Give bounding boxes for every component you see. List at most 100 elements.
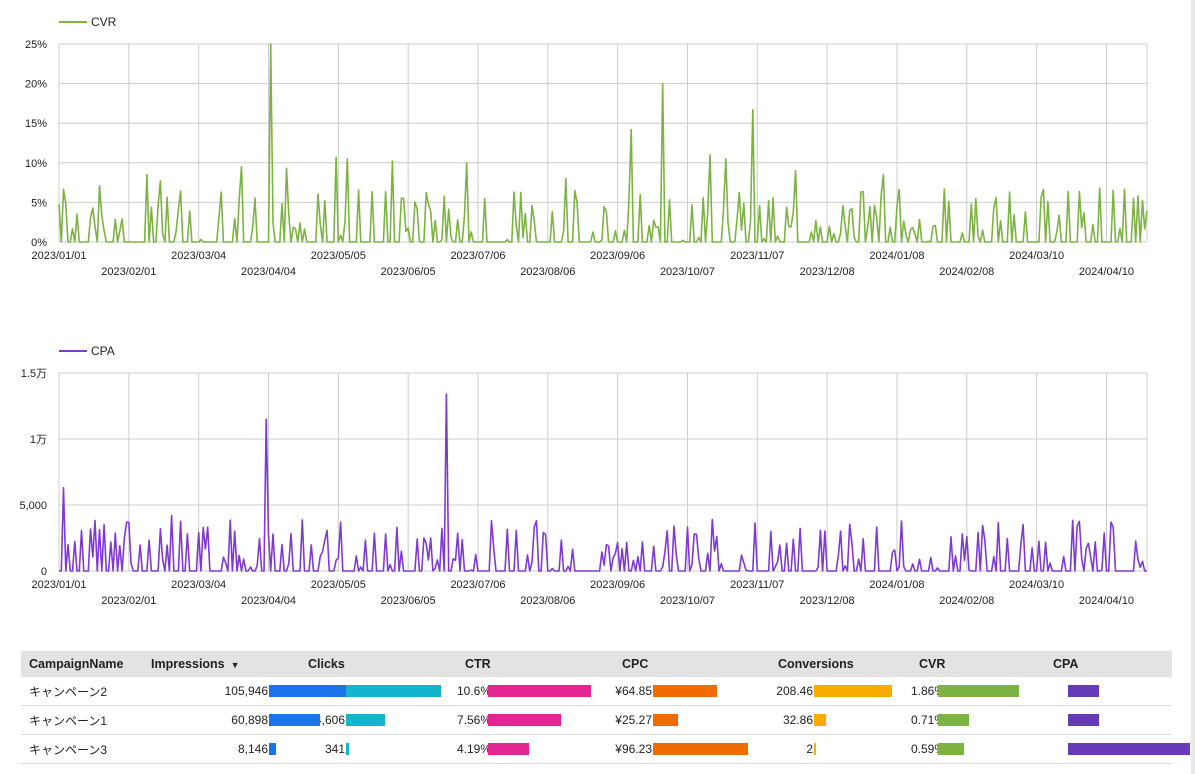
- x-tick-label: 2024/02/08: [939, 266, 994, 278]
- cpc-bar-track: [653, 685, 748, 697]
- x-tick-label: 2023/02/01: [101, 595, 156, 607]
- impressions-metric: 60,898: [143, 706, 320, 734]
- y-tick-label: 1.5万: [21, 368, 47, 380]
- impressions-value: 8,146: [237, 742, 268, 756]
- header-conversions[interactable]: Conversions: [770, 651, 911, 677]
- ctr-value: 4.19%: [457, 742, 492, 756]
- y-tick-label: 0: [41, 566, 47, 578]
- header-ctr[interactable]: CTR: [457, 651, 614, 677]
- x-tick-label: 2023/04/04: [241, 266, 296, 278]
- y-tick-label: 15%: [25, 118, 47, 130]
- conversions-value: 2: [806, 742, 813, 756]
- conversions-bar: [814, 685, 892, 697]
- clicks-bar: [346, 714, 385, 726]
- cvr-bar-track: [938, 714, 1019, 726]
- y-tick-label: 25%: [25, 39, 47, 51]
- cvr-cell: 0.59%: [911, 734, 1045, 764]
- ctr-cell: 10.6%: [457, 677, 614, 706]
- cvr-bar-track: [938, 685, 1019, 697]
- table-row[interactable]: キャンペーン1 60,898 4,606 7.56% ¥25.27 32.86 0.71%: [21, 705, 1172, 735]
- cvr-bar: [938, 743, 964, 755]
- clicks-metric: 341: [300, 735, 457, 763]
- x-tick-label: 2023/11/07: [730, 579, 784, 591]
- ctr-bar-track: [488, 743, 591, 755]
- impressions-cell: 8,146: [143, 734, 300, 764]
- conversions-bar: [814, 714, 827, 726]
- cpc-value: ¥64.85: [615, 684, 652, 698]
- cpa-bar: [1068, 743, 1190, 755]
- cpc-metric: ¥25.27: [614, 706, 770, 734]
- y-tick-label: 20%: [25, 79, 47, 91]
- header-cpc[interactable]: CPC: [614, 651, 770, 677]
- scrollbar-track[interactable]: [1191, 0, 1195, 774]
- conversions-metric: 2: [770, 735, 911, 763]
- cpc-bar: [653, 714, 678, 726]
- ctr-value: 7.56%: [457, 713, 492, 727]
- clicks-bar-track: [346, 743, 441, 755]
- clicks-bar: [346, 743, 349, 755]
- x-tick-label: 2023/06/05: [381, 595, 436, 607]
- cvr-series-line: [58, 43, 1148, 243]
- conversions-value: 32.86: [782, 713, 813, 727]
- header-campaign-name[interactable]: CampaignName: [21, 651, 143, 677]
- cpc-metric: ¥96.23: [614, 735, 770, 763]
- cvr-bar: [938, 685, 1019, 697]
- x-tick-label: 2023/05/05: [311, 579, 366, 591]
- cpc-bar: [653, 743, 748, 755]
- header-cpa[interactable]: CPA: [1045, 651, 1172, 677]
- table-row[interactable]: キャンペーン3 8,146 341 4.19% ¥96.23 2 0.59%: [21, 734, 1190, 764]
- x-tick-label: 2023/11/07: [730, 250, 784, 262]
- cpa-series-line: [59, 393, 1147, 572]
- cpc-value: ¥25.27: [615, 713, 652, 727]
- cpa-metric: [1045, 706, 1172, 734]
- x-tick-label: 2024/03/10: [1009, 579, 1064, 591]
- table-body: キャンペーン2105,94611,22510.6%¥64.85208.461.8…: [21, 677, 1190, 764]
- campaign-table: CampaignName Impressions ▼ Clicks CTR CPC…: [21, 651, 1190, 764]
- impressions-value: 60,898: [231, 713, 268, 727]
- cvr-cell: 0.71%: [911, 705, 1045, 735]
- conversions-metric: 32.86: [770, 706, 911, 734]
- cvr-metric: 0.59%: [911, 735, 1045, 763]
- conversions-cell: 2: [770, 734, 911, 764]
- cpa-bar: [1068, 685, 1099, 697]
- x-tick-label: 2023/10/07: [660, 266, 715, 278]
- table-header-row: CampaignName Impressions ▼ Clicks CTR CPC…: [21, 651, 1172, 677]
- sort-desc-icon: ▼: [230, 660, 240, 670]
- campaign-name-cell: キャンペーン1: [21, 705, 143, 735]
- impressions-cell: 105,946: [143, 677, 357, 706]
- cpa-cell: [1045, 734, 1190, 764]
- y-tick-label: 5,000: [19, 500, 47, 512]
- ctr-bar: [488, 743, 529, 755]
- clicks-bar-track: [346, 685, 441, 697]
- cpc-cell: ¥96.23: [614, 734, 770, 764]
- header-impressions[interactable]: Impressions ▼: [143, 651, 300, 677]
- x-tick-label: 2023/05/05: [311, 250, 366, 262]
- header-clicks[interactable]: Clicks: [300, 651, 457, 677]
- cvr-value: 1.86%: [911, 684, 946, 698]
- impressions-bar-track: [269, 743, 357, 755]
- conversions-bar-track: [814, 743, 892, 755]
- y-tick-label: 1万: [30, 434, 47, 446]
- cvr-value: 0.71%: [911, 713, 946, 727]
- x-tick-label: 2024/01/08: [869, 579, 924, 591]
- cpa-cell: [1045, 705, 1172, 735]
- x-tick-label: 2024/03/10: [1009, 250, 1064, 262]
- x-tick-label: 2023/02/01: [101, 266, 156, 278]
- x-tick-label: 2023/10/07: [660, 595, 715, 607]
- cpc-bar: [653, 685, 718, 697]
- ctr-bar-track: [488, 714, 591, 726]
- impressions-bar-track: [269, 714, 357, 726]
- x-tick-label: 2023/08/06: [520, 595, 575, 607]
- ctr-cell: 4.19%: [457, 734, 614, 764]
- table-row[interactable]: キャンペーン2105,94611,22510.6%¥64.85208.461.8…: [21, 677, 1172, 706]
- y-tick-label: 10%: [25, 158, 47, 170]
- impressions-cell: 60,898: [143, 705, 320, 735]
- x-tick-label: 2024/01/08: [869, 250, 924, 262]
- x-tick-label: 2023/12/08: [800, 595, 855, 607]
- cpc-bar-track: [653, 714, 748, 726]
- ctr-value: 10.6%: [457, 684, 492, 698]
- conversions-value: 208.46: [776, 684, 813, 698]
- ctr-bar: [488, 685, 591, 697]
- header-cvr[interactable]: CVR: [911, 651, 1045, 677]
- impressions-bar-track: [269, 685, 357, 697]
